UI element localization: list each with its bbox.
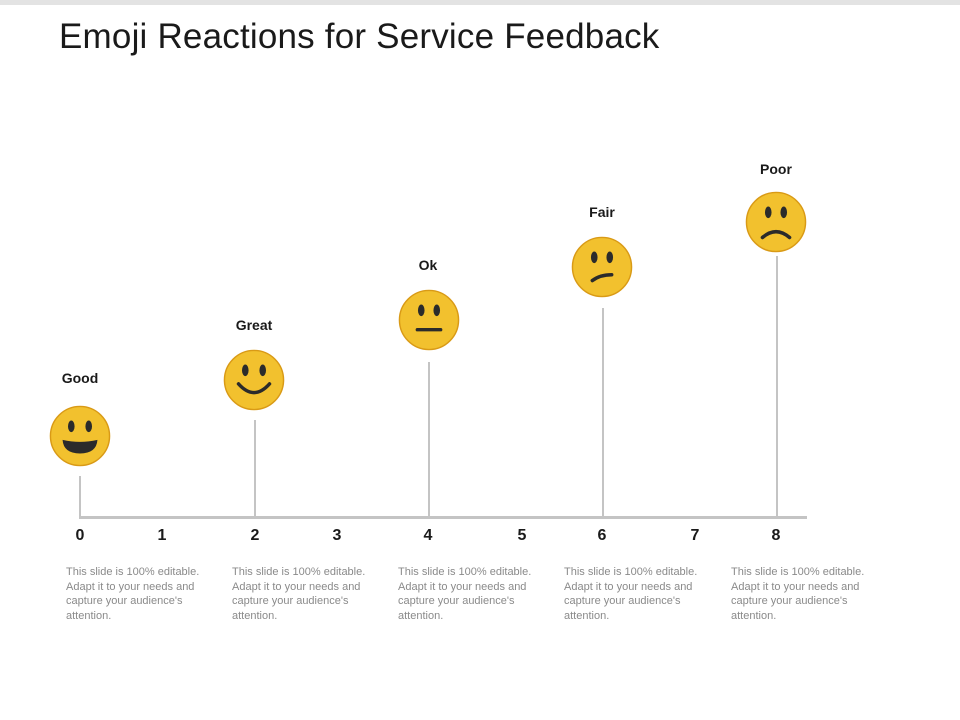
tick-label-8: 8: [771, 527, 781, 544]
tick-label-3: 3: [332, 527, 342, 544]
tick-label-1: 1: [157, 527, 167, 544]
smiling-face-icon: [223, 349, 285, 411]
grinning-face-icon: [49, 405, 111, 467]
level-label-fair: Fair: [589, 204, 615, 220]
tick-label-6: 6: [597, 527, 607, 544]
level-label-good: Good: [61, 370, 99, 386]
stem-poor: [776, 256, 778, 517]
stem-great: [254, 420, 256, 517]
axis-line: [79, 516, 807, 519]
level-label-ok: Ok: [418, 257, 438, 273]
tick-label-4: 4: [423, 527, 433, 544]
tick-label-5: 5: [517, 527, 527, 544]
neutral-face-icon: [398, 289, 460, 351]
top-border: [0, 0, 960, 5]
description-1: This slide is 100% editable. Adapt it to…: [66, 566, 200, 622]
description-3: This slide is 100% editable. Adapt it to…: [398, 566, 532, 622]
frowning-face-icon: [745, 191, 807, 253]
level-label-great: Great: [235, 317, 273, 333]
tick-label-2: 2: [250, 527, 260, 544]
tick-label-7: 7: [690, 527, 700, 544]
description-2: This slide is 100% editable. Adapt it to…: [232, 566, 366, 622]
stem-ok: [428, 362, 430, 517]
stem-fair: [602, 308, 604, 517]
page-title: Emoji Reactions for Service Feedback: [59, 17, 660, 56]
confused-face-icon: [571, 236, 633, 298]
description-4: This slide is 100% editable. Adapt it to…: [564, 566, 698, 622]
description-5: This slide is 100% editable. Adapt it to…: [731, 566, 865, 622]
stem-good: [79, 476, 81, 517]
level-label-poor: Poor: [760, 161, 792, 177]
tick-label-0: 0: [75, 527, 85, 544]
